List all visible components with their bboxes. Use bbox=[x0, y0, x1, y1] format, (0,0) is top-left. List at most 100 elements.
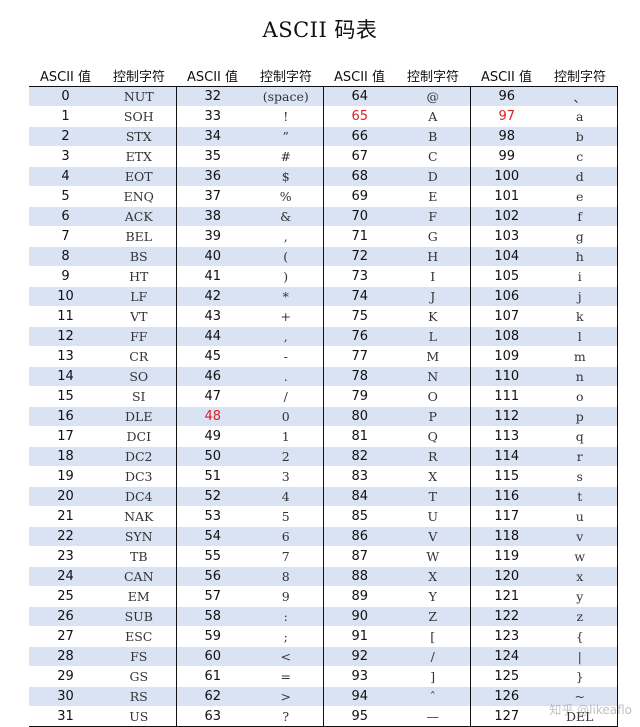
page-title: ASCII 码表 bbox=[262, 18, 378, 42]
ascii-value-cell: 98 bbox=[469, 126, 543, 147]
ascii-value-cell: 30 bbox=[29, 686, 102, 707]
control-char-cell: 6 bbox=[249, 526, 323, 547]
ascii-value-cell: 105 bbox=[469, 266, 543, 287]
control-char-cell: SYN bbox=[102, 526, 176, 547]
ascii-value-cell: 34 bbox=[175, 126, 249, 147]
ascii-value-cell: 7 bbox=[29, 226, 102, 247]
column-header-char-4: 控制字符 bbox=[543, 64, 617, 87]
ascii-table: ASCII 值 控制字符 ASCII 值 控制字符 ASCII 值 控制字符 A… bbox=[29, 64, 618, 727]
control-char-cell: TB bbox=[102, 546, 176, 567]
ascii-value-cell: 108 bbox=[469, 326, 543, 347]
table-row: 11 VT 43 +75 K 107 k bbox=[29, 306, 618, 327]
table-row: 15 SI 47/79 O 111 o bbox=[29, 386, 618, 407]
control-char-cell: W bbox=[396, 546, 470, 567]
control-char-cell: * bbox=[249, 286, 323, 307]
ascii-value-cell: 88 bbox=[322, 566, 396, 587]
ascii-value-cell: 60 bbox=[175, 646, 249, 667]
control-char-cell: DC4 bbox=[102, 486, 176, 507]
control-char-cell: X bbox=[396, 466, 470, 487]
ascii-value-cell: 10 bbox=[29, 286, 102, 307]
control-char-cell: i bbox=[543, 266, 618, 287]
control-char-cell: SO bbox=[102, 366, 176, 387]
ascii-value-cell: 93 bbox=[322, 666, 396, 687]
control-char-cell: ] bbox=[396, 666, 470, 687]
control-char-cell: @ bbox=[396, 86, 470, 107]
control-char-cell: ” bbox=[249, 126, 323, 147]
control-char-cell: 、 bbox=[543, 86, 618, 107]
ascii-value-cell: 20 bbox=[29, 486, 102, 507]
ascii-value-cell: 68 bbox=[322, 166, 396, 187]
control-char-cell: q bbox=[543, 426, 618, 447]
control-char-cell: x bbox=[543, 566, 618, 587]
ascii-value-cell: 91 bbox=[322, 626, 396, 647]
control-char-cell: EOT bbox=[102, 166, 176, 187]
control-char-cell: J bbox=[396, 286, 470, 307]
control-char-cell: . bbox=[249, 366, 323, 387]
table-row: 7 BEL 39, 71 G 103 g bbox=[29, 226, 618, 247]
control-char-cell: Y bbox=[396, 586, 470, 607]
control-char-cell: ! bbox=[249, 106, 323, 127]
table-row: 31 US 63? 95—127 DEL bbox=[29, 706, 618, 727]
ascii-value-cell: 32 bbox=[175, 86, 249, 107]
ascii-value-cell: 110 bbox=[469, 366, 543, 387]
ascii-value-cell: 53 bbox=[175, 506, 249, 527]
control-char-cell: U bbox=[396, 506, 470, 527]
control-char-cell: A bbox=[396, 106, 470, 127]
table-row: 5 ENQ 37% 69 E 101 e bbox=[29, 186, 618, 207]
ascii-value-cell: 8 bbox=[29, 246, 102, 267]
ascii-value-cell: 59 bbox=[175, 626, 249, 647]
column-header-char-3: 控制字符 bbox=[396, 64, 470, 87]
table-row: 2 STX 34” 66 B 98 b bbox=[29, 126, 618, 147]
control-char-cell: 3 bbox=[249, 466, 323, 487]
ascii-value-cell: 48 bbox=[175, 406, 249, 427]
table-row: 8 BS 40(72 H 104 h bbox=[29, 246, 618, 267]
control-char-cell: ; bbox=[249, 626, 323, 647]
ascii-value-cell: 80 bbox=[322, 406, 396, 427]
ascii-value-cell: 74 bbox=[322, 286, 396, 307]
ascii-value-cell: 62 bbox=[175, 686, 249, 707]
ascii-value-cell: 120 bbox=[469, 566, 543, 587]
table-row: 20 DC4 52 4 84 T 116 t bbox=[29, 486, 618, 507]
ascii-value-cell: 21 bbox=[29, 506, 102, 527]
ascii-value-cell: 123 bbox=[469, 626, 543, 647]
control-char-cell: K bbox=[396, 306, 470, 327]
table-row: 23 TB 55 7 87 W 119 w bbox=[29, 546, 618, 567]
table-header-row: ASCII 值 控制字符 ASCII 值 控制字符 ASCII 值 控制字符 A… bbox=[29, 64, 617, 87]
ascii-value-cell: 4 bbox=[29, 166, 102, 187]
ascii-value-cell: 104 bbox=[469, 246, 543, 267]
table-row: 27 ESC 59; 91[123{ bbox=[29, 626, 618, 647]
control-char-cell: { bbox=[543, 626, 618, 647]
control-char-cell: b bbox=[543, 126, 618, 147]
control-char-cell: V bbox=[396, 526, 470, 547]
control-char-cell: — bbox=[396, 706, 470, 727]
ascii-value-cell: 26 bbox=[29, 606, 102, 627]
ascii-value-cell: 66 bbox=[322, 126, 396, 147]
control-char-cell: FS bbox=[102, 646, 176, 667]
table-row: 26 SUB 58:90 Z 122 z bbox=[29, 606, 618, 627]
table-row: 18 DC2 50 2 82 R 114 r bbox=[29, 446, 618, 467]
column-header-value-2: ASCII 值 bbox=[176, 64, 249, 87]
control-char-cell: DCI bbox=[102, 426, 176, 447]
ascii-value-cell: 118 bbox=[469, 526, 543, 547]
control-char-cell: c bbox=[543, 146, 618, 167]
control-char-cell: d bbox=[543, 166, 618, 187]
ascii-value-cell: 31 bbox=[29, 706, 102, 727]
ascii-value-cell: 12 bbox=[29, 326, 102, 347]
control-char-cell: | bbox=[543, 646, 618, 667]
table-row: 29 GS 61 = 93] 125} bbox=[29, 666, 618, 687]
ascii-value-cell: 9 bbox=[29, 266, 102, 287]
control-char-cell: D bbox=[396, 166, 470, 187]
control-char-cell: LF bbox=[102, 286, 176, 307]
control-char-cell: m bbox=[543, 346, 618, 367]
ascii-value-cell: 5 bbox=[29, 186, 102, 207]
ascii-value-cell: 54 bbox=[175, 526, 249, 547]
control-char-cell: BS bbox=[102, 246, 176, 267]
ascii-value-cell: 61 bbox=[175, 666, 249, 687]
ascii-value-cell: 111 bbox=[469, 386, 543, 407]
ascii-value-cell: 69 bbox=[322, 186, 396, 207]
control-char-cell: k bbox=[543, 306, 618, 327]
control-char-cell: ENQ bbox=[102, 186, 176, 207]
table-row: 16 DLE 48 0 80 P 112 p bbox=[29, 406, 618, 427]
column-header-char-1: 控制字符 bbox=[102, 64, 176, 87]
table-row: 0 NUT 32 (space) 64 @96、 bbox=[29, 86, 618, 107]
